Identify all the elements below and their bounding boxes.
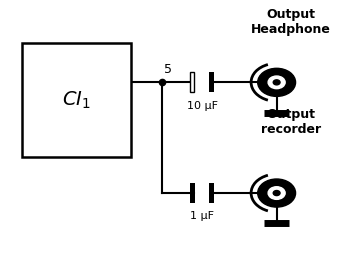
Circle shape [268, 187, 285, 199]
Bar [190, 72, 194, 92]
Circle shape [258, 68, 296, 96]
Circle shape [258, 179, 296, 207]
Bar [190, 183, 195, 203]
Bar [22, 43, 131, 157]
Text: Output
Headphone: Output Headphone [251, 8, 331, 36]
Text: 5: 5 [164, 63, 172, 76]
Bar [209, 72, 214, 92]
Circle shape [273, 80, 280, 85]
Circle shape [273, 191, 280, 195]
Text: $\mathit{CI}_1$: $\mathit{CI}_1$ [62, 89, 91, 110]
Text: Output
recorder: Output recorder [261, 108, 321, 136]
Text: 1 μF: 1 μF [190, 211, 214, 221]
Bar [209, 183, 214, 203]
Circle shape [268, 76, 285, 89]
Text: 10 μF: 10 μF [186, 101, 218, 111]
